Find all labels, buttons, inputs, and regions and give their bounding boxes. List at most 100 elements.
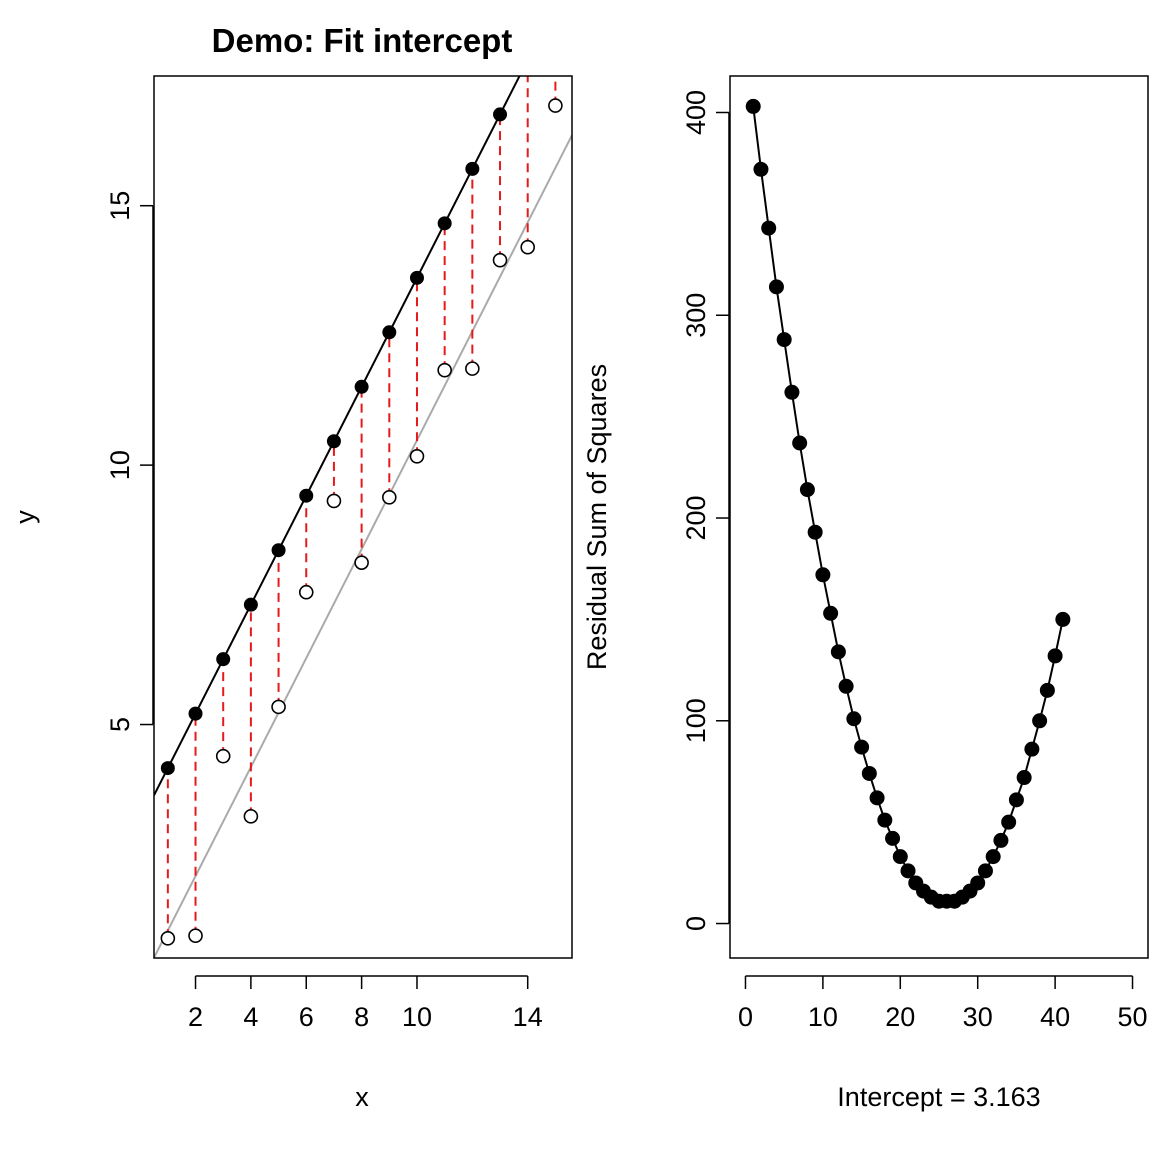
rss-point xyxy=(892,849,908,865)
left-plot-area xyxy=(154,76,572,958)
fitted-point xyxy=(437,216,452,231)
fitted-point xyxy=(465,161,480,176)
rss-point xyxy=(1032,713,1048,729)
rss-point xyxy=(768,279,784,295)
rss-point xyxy=(830,644,846,660)
x-tick-label: 8 xyxy=(354,1002,369,1032)
rss-point xyxy=(993,832,1009,848)
right-plot-frame xyxy=(729,75,1149,959)
x-tick-label: 2 xyxy=(188,1002,203,1032)
right-y-axis: 0 100 200 300 400 xyxy=(681,90,730,931)
left-plot-frame xyxy=(153,75,573,959)
observed-point xyxy=(548,98,563,113)
x-tick-label: 14 xyxy=(513,1002,543,1032)
x-tick-label: 40 xyxy=(1040,1002,1070,1032)
right-x-axis: 0 10 20 30 40 50 xyxy=(738,975,1148,1032)
observed-point xyxy=(437,362,452,378)
rss-point xyxy=(745,98,761,114)
observed-point xyxy=(381,489,397,505)
rss-point xyxy=(985,849,1001,865)
rss-point xyxy=(1024,741,1040,757)
rss-point xyxy=(861,765,877,781)
rss-point xyxy=(815,567,831,583)
left-y-axis: 5 10 15 xyxy=(105,191,154,732)
observed-point xyxy=(354,555,369,570)
rss-point xyxy=(761,220,777,236)
rss-point xyxy=(792,435,808,451)
rss-point xyxy=(885,830,901,846)
rss-point xyxy=(807,524,823,540)
fitted-point xyxy=(409,270,424,285)
fitted-point xyxy=(160,761,175,776)
rss-point xyxy=(1016,770,1032,786)
rss-point xyxy=(1001,814,1017,830)
observed-point xyxy=(271,699,286,715)
fitted-point xyxy=(326,434,341,449)
y-tick-label: 200 xyxy=(681,495,711,540)
left-chart-title: Demo: Fit intercept xyxy=(212,22,513,59)
y-tick-label: 15 xyxy=(105,191,135,221)
x-tick-label: 4 xyxy=(243,1002,258,1032)
x-tick-label: 10 xyxy=(808,1002,838,1032)
rss-point xyxy=(869,790,885,806)
y-tick-label: 300 xyxy=(681,293,711,338)
rss-point xyxy=(877,812,893,828)
rss-point xyxy=(1008,792,1024,808)
left-x-axis-title: x xyxy=(355,1082,369,1112)
observed-point xyxy=(326,493,342,509)
rss-point xyxy=(784,384,800,400)
observed-point xyxy=(492,252,508,268)
observed-point xyxy=(160,930,176,946)
x-tick-label: 10 xyxy=(402,1002,432,1032)
y-tick-label: 0 xyxy=(681,916,711,931)
observed-point xyxy=(409,448,425,464)
x-tick-label: 50 xyxy=(1117,1002,1147,1032)
rss-point xyxy=(753,161,769,177)
rss-panel: 0 10 20 30 40 50 0 100 200 300 400 Intercept = 3.… xyxy=(582,75,1149,1112)
intercept-fit-panel: Demo: Fit intercept 2 4 6 8 10 14 5 10 15 x y xyxy=(10,22,573,1112)
fitted-point xyxy=(382,325,397,340)
reference-line xyxy=(154,134,572,958)
rss-point xyxy=(1047,648,1063,664)
fitted-point xyxy=(243,597,258,612)
right-plot-area xyxy=(745,98,1071,909)
y-tick-label: 10 xyxy=(105,450,135,480)
right-y-axis-title: Residual Sum of Squares xyxy=(582,364,612,670)
fitted-point xyxy=(299,488,314,503)
rss-point xyxy=(1039,682,1055,698)
rss-point xyxy=(846,711,862,727)
observed-point xyxy=(298,584,314,600)
x-tick-label: 0 xyxy=(738,1002,753,1032)
x-tick-label: 20 xyxy=(885,1002,915,1032)
x-tick-label: 30 xyxy=(963,1002,993,1032)
observed-point xyxy=(520,239,536,255)
rss-point xyxy=(799,482,815,498)
rss-point xyxy=(970,875,986,891)
x-tick-label: 6 xyxy=(299,1002,314,1032)
left-plot-marks xyxy=(154,76,572,958)
fitted-point xyxy=(493,107,508,122)
y-tick-label: 5 xyxy=(105,717,135,732)
rss-point xyxy=(1055,611,1071,627)
rss-point xyxy=(900,863,916,879)
rss-point xyxy=(838,678,854,694)
rss-point xyxy=(854,739,870,755)
rss-point xyxy=(776,332,792,348)
y-tick-label: 100 xyxy=(681,698,711,743)
fitted-point xyxy=(188,706,203,721)
fitted-point xyxy=(216,652,231,667)
observed-point xyxy=(188,928,203,943)
right-x-axis-title: Intercept = 3.163 xyxy=(837,1082,1040,1112)
rss-point xyxy=(977,863,993,879)
observed-point xyxy=(243,809,259,824)
observed-point xyxy=(465,361,480,376)
fitted-point xyxy=(271,543,286,558)
rss-point xyxy=(823,605,839,621)
left-x-axis: 2 4 6 8 10 14 xyxy=(188,975,543,1032)
y-tick-label: 400 xyxy=(681,90,711,135)
fitted-point xyxy=(354,379,369,394)
left-y-axis-title: y xyxy=(10,510,40,524)
observed-point xyxy=(215,748,231,764)
